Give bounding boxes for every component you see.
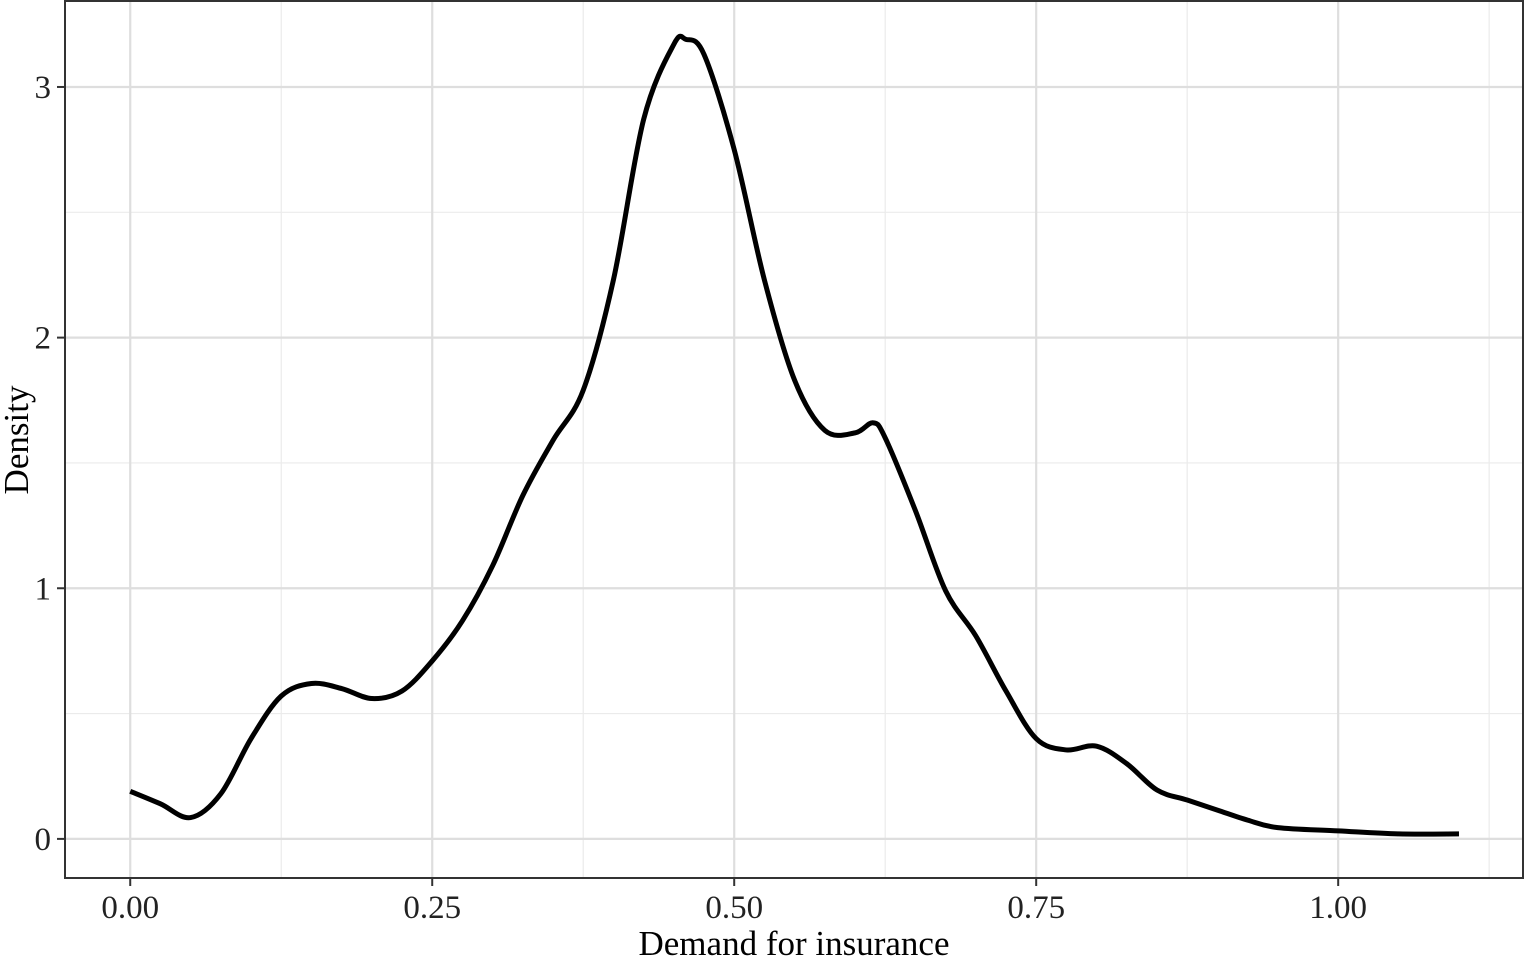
y-axis-title: Density — [0, 385, 36, 494]
y-tick-label: 3 — [35, 70, 52, 106]
x-tick-label: 0.50 — [705, 890, 763, 926]
density-line — [129, 33, 1459, 837]
x-tick-label: 0.75 — [1007, 890, 1065, 926]
y-tick-label: 0 — [35, 822, 52, 858]
x-tick-label: 1.00 — [1309, 890, 1367, 926]
plot-border — [64, 0, 1524, 879]
y-tick-label: 1 — [35, 571, 52, 607]
y-tick-label: 2 — [35, 321, 52, 357]
x-tick-label: 0.00 — [101, 890, 159, 926]
x-tick-label: 0.25 — [403, 890, 461, 926]
x-axis-title: Demand for insurance — [639, 924, 950, 963]
